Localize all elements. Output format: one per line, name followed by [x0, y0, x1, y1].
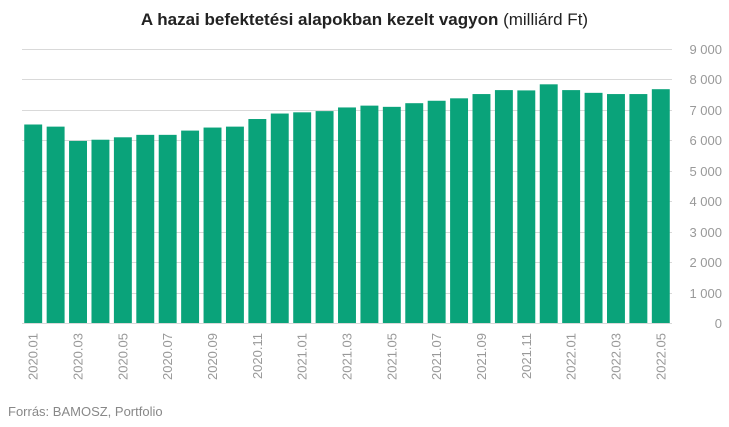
- bar: [382, 106, 401, 323]
- x-tick-label: 2021.05: [384, 333, 399, 380]
- y-tick-label: 0: [715, 316, 722, 331]
- bar: [472, 94, 491, 323]
- y-tick-label: 8 000: [689, 72, 722, 87]
- bar: [293, 112, 312, 323]
- bar: [203, 127, 222, 323]
- bar: [494, 90, 513, 323]
- bar: [248, 119, 267, 324]
- x-tick-label: 2022.03: [608, 333, 623, 380]
- bar: [517, 90, 536, 324]
- x-tick-label: 2021.01: [295, 333, 310, 380]
- x-tick-label: 2020.09: [205, 333, 220, 380]
- x-tick-label: 2021.09: [474, 333, 489, 380]
- bar: [136, 134, 155, 323]
- y-axis-ticks: 0 1 000 2 000 3 000 4 000 5 000 6 000 7 000 8 00…: [689, 42, 722, 331]
- source-note: Forrás: BAMOSZ, Portfolio: [8, 404, 163, 419]
- chart-title-unit: (milliárd Ft): [498, 10, 589, 29]
- bar: [360, 105, 379, 323]
- bar: [158, 134, 177, 323]
- bar: [629, 94, 648, 323]
- bars: [24, 84, 670, 324]
- bar: [46, 126, 65, 323]
- bar: [315, 111, 334, 323]
- bar: [405, 103, 424, 323]
- bar: [338, 107, 356, 323]
- y-tick-label: 4 000: [689, 194, 722, 209]
- chart-title: A hazai befektetési alapokban kezelt vag…: [0, 10, 729, 30]
- x-tick-label: 2021.07: [429, 333, 444, 380]
- bar: [450, 98, 469, 323]
- x-tick-label: 2020.03: [71, 333, 86, 380]
- x-tick-label: 2020.07: [160, 333, 175, 380]
- bar: [539, 84, 558, 323]
- bar: [427, 100, 446, 323]
- bar: [562, 90, 581, 323]
- y-tick-label: 2 000: [689, 255, 722, 270]
- bar: [270, 113, 289, 323]
- y-tick-label: 3 000: [689, 225, 722, 240]
- bar: [225, 126, 244, 323]
- chart-title-main: A hazai befektetési alapokban kezelt vag…: [140, 10, 499, 29]
- bar: [69, 140, 87, 323]
- y-tick-label: 7 000: [689, 103, 722, 118]
- x-tick-label: 2022.05: [653, 333, 668, 380]
- x-tick-label: 2021.03: [340, 333, 355, 380]
- bar: [607, 94, 625, 323]
- x-tick-label: 2020.01: [26, 333, 41, 380]
- y-tick-label: 9 000: [689, 42, 722, 57]
- x-tick-label: 2020.11: [250, 333, 265, 379]
- bar: [651, 89, 670, 323]
- x-tick-label: 2020.05: [115, 333, 130, 380]
- bar: [91, 139, 110, 323]
- y-tick-label: 1 000: [689, 286, 722, 301]
- x-tick-label: 2022.01: [564, 333, 579, 380]
- y-tick-label: 6 000: [689, 133, 722, 148]
- y-tick-label: 5 000: [689, 164, 722, 179]
- bar: [181, 130, 200, 323]
- bar: [113, 137, 132, 323]
- bar: [584, 92, 603, 323]
- bar: [24, 124, 43, 323]
- x-tick-label: 2021.11: [519, 333, 534, 379]
- x-axis-ticks: 2020.01 2020.03 2020.05 2020.07 2020.09 2020.…: [26, 333, 669, 380]
